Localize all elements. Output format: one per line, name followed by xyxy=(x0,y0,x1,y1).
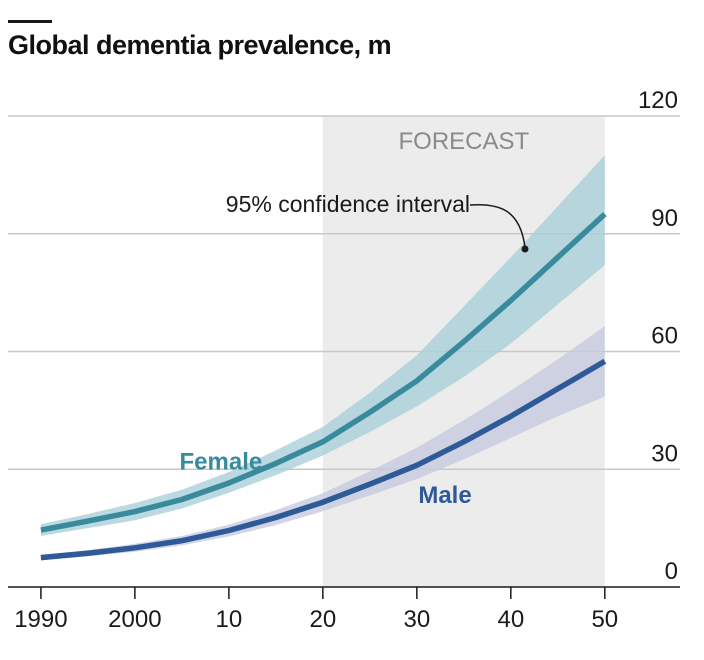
x-tick-label-2010: 10 xyxy=(216,606,243,633)
series-label-female: Female xyxy=(180,448,263,475)
annotation-leader-line xyxy=(469,203,526,248)
chart-title: Global dementia prevalence, m xyxy=(8,30,392,60)
annotation-leader-dot xyxy=(521,245,529,253)
y-tick-label-60: 60 xyxy=(651,323,678,350)
x-tick-label-1990: 1990 xyxy=(14,606,67,633)
y-tick-label-30: 30 xyxy=(651,440,678,467)
y-tick-label-0: 0 xyxy=(665,558,678,585)
x-tick-label-2000: 2000 xyxy=(108,606,161,633)
male-series-line xyxy=(40,358,607,561)
female-series-line xyxy=(40,212,607,533)
x-tick-label-2050: 50 xyxy=(591,606,618,633)
y-tick-label-90: 90 xyxy=(651,205,678,232)
x-tick-label-2020: 20 xyxy=(310,606,337,633)
x-tick-label-2030: 30 xyxy=(403,606,430,633)
male-confidence-band xyxy=(40,326,605,561)
title-rule xyxy=(8,20,52,23)
series-label-male: Male xyxy=(418,482,471,509)
x-tick-label-2040: 40 xyxy=(497,606,524,633)
forecast-label: FORECAST xyxy=(398,128,529,155)
female-confidence-band xyxy=(40,155,605,537)
y-tick-label-120: 120 xyxy=(638,87,678,114)
annotation-confidence-interval: 95% confidence interval xyxy=(226,191,470,217)
